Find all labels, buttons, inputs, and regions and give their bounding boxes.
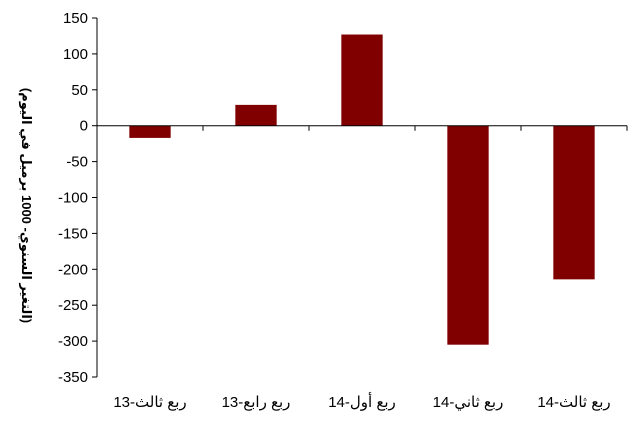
y-tick-label: 0 xyxy=(80,118,88,135)
x-category-label: ربع ثالث-14 xyxy=(537,394,610,411)
x-axis: ربع ثالث-13 ربع رابع-13 ربع أول-14 ربع ثاني… xyxy=(97,126,627,412)
y-tick-label: 150 xyxy=(63,10,88,27)
y-tick-label: 50 xyxy=(71,82,88,99)
y-tick-label: -350 xyxy=(58,369,88,386)
bars xyxy=(129,35,594,345)
x-category-label: ربع ثالث-13 xyxy=(113,394,186,411)
y-tick-label: -100 xyxy=(58,190,88,207)
bar xyxy=(553,126,594,280)
y-axis: 150 100 50 0 -50 -100 -150 -200 -250 -300 -350 xyxy=(58,10,97,386)
x-category-label: ربع أول-14 xyxy=(328,392,396,411)
bar xyxy=(447,126,488,345)
y-tick-label: -150 xyxy=(58,225,88,242)
y-tick-label: -300 xyxy=(58,333,88,350)
bar xyxy=(341,35,382,126)
x-category-label: ربع ثاني-14 xyxy=(433,394,504,412)
bar xyxy=(129,126,170,138)
y-tick-label: 100 xyxy=(63,46,88,63)
y-tick-label: -200 xyxy=(58,261,88,278)
bar xyxy=(235,105,276,126)
y-tick-label: -50 xyxy=(66,154,88,171)
x-category-label: ربع رابع-13 xyxy=(222,394,291,411)
y-axis-title: (التغير السنوي- 1000 برميل في اليوم) xyxy=(18,88,34,323)
y-tick-label: -250 xyxy=(58,297,88,314)
